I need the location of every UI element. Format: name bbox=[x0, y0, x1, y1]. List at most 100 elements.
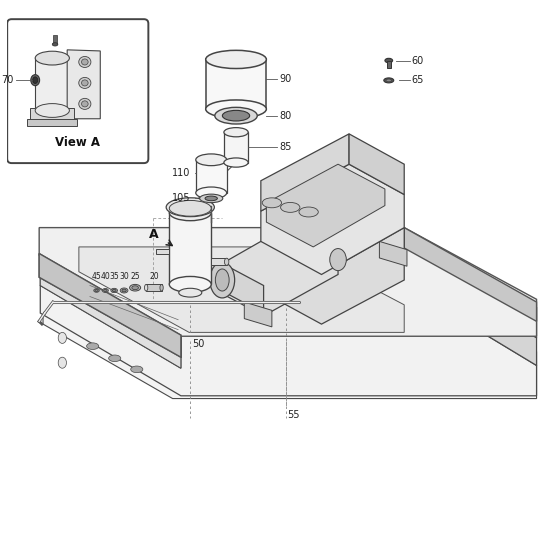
FancyBboxPatch shape bbox=[7, 19, 148, 163]
Polygon shape bbox=[404, 258, 536, 366]
Polygon shape bbox=[79, 247, 404, 333]
Text: View A: View A bbox=[55, 136, 100, 149]
Ellipse shape bbox=[199, 194, 223, 203]
Ellipse shape bbox=[120, 288, 128, 293]
Bar bbox=[386, 60, 391, 68]
Polygon shape bbox=[349, 134, 404, 194]
Polygon shape bbox=[404, 227, 536, 321]
Polygon shape bbox=[39, 254, 181, 357]
Ellipse shape bbox=[130, 366, 143, 372]
Polygon shape bbox=[39, 227, 536, 336]
Polygon shape bbox=[224, 132, 248, 162]
Text: 55: 55 bbox=[287, 409, 300, 419]
Ellipse shape bbox=[179, 288, 202, 297]
Ellipse shape bbox=[222, 110, 250, 121]
Ellipse shape bbox=[32, 77, 38, 83]
Polygon shape bbox=[40, 239, 536, 338]
Ellipse shape bbox=[299, 207, 318, 217]
Ellipse shape bbox=[132, 286, 138, 290]
Bar bbox=[211, 259, 227, 265]
Ellipse shape bbox=[82, 59, 88, 65]
Ellipse shape bbox=[87, 343, 99, 349]
Text: 60: 60 bbox=[412, 55, 423, 66]
Ellipse shape bbox=[35, 104, 69, 118]
Ellipse shape bbox=[224, 128, 248, 137]
Bar bbox=[53, 35, 57, 44]
Ellipse shape bbox=[160, 284, 164, 291]
Text: 70: 70 bbox=[2, 75, 14, 85]
Text: A: A bbox=[149, 228, 158, 241]
Ellipse shape bbox=[216, 269, 229, 291]
Ellipse shape bbox=[196, 154, 227, 166]
Ellipse shape bbox=[58, 357, 67, 368]
Ellipse shape bbox=[82, 80, 88, 86]
Ellipse shape bbox=[102, 288, 109, 292]
Text: 45: 45 bbox=[92, 272, 101, 281]
Bar bbox=[30, 108, 74, 122]
Ellipse shape bbox=[205, 196, 217, 200]
Bar bbox=[156, 249, 169, 254]
Ellipse shape bbox=[386, 79, 391, 82]
Text: 105: 105 bbox=[172, 193, 191, 203]
Ellipse shape bbox=[169, 205, 211, 221]
Text: 25: 25 bbox=[130, 272, 140, 281]
Polygon shape bbox=[43, 280, 536, 399]
Text: 35: 35 bbox=[109, 272, 119, 281]
Polygon shape bbox=[261, 134, 349, 211]
Ellipse shape bbox=[129, 284, 141, 291]
Ellipse shape bbox=[31, 74, 40, 86]
Polygon shape bbox=[267, 164, 385, 247]
Text: 50: 50 bbox=[193, 339, 205, 349]
Bar bbox=[35, 58, 69, 110]
Ellipse shape bbox=[104, 290, 107, 292]
Bar bbox=[146, 284, 162, 291]
Ellipse shape bbox=[82, 101, 88, 107]
Text: 110: 110 bbox=[172, 168, 191, 178]
Ellipse shape bbox=[113, 290, 116, 292]
Ellipse shape bbox=[225, 258, 229, 265]
Ellipse shape bbox=[94, 289, 99, 292]
Polygon shape bbox=[222, 263, 264, 313]
Ellipse shape bbox=[58, 333, 67, 343]
Ellipse shape bbox=[166, 198, 214, 217]
Ellipse shape bbox=[330, 249, 346, 270]
Polygon shape bbox=[261, 164, 404, 274]
Ellipse shape bbox=[385, 58, 393, 63]
Ellipse shape bbox=[122, 289, 126, 292]
Ellipse shape bbox=[215, 108, 257, 124]
Polygon shape bbox=[40, 258, 181, 368]
Ellipse shape bbox=[95, 290, 98, 291]
Text: 30: 30 bbox=[119, 272, 129, 281]
Ellipse shape bbox=[79, 99, 91, 109]
Ellipse shape bbox=[224, 158, 248, 167]
Text: 65: 65 bbox=[412, 76, 424, 85]
Polygon shape bbox=[244, 302, 272, 327]
Ellipse shape bbox=[79, 57, 91, 68]
Ellipse shape bbox=[169, 200, 211, 216]
Polygon shape bbox=[196, 160, 227, 193]
Ellipse shape bbox=[262, 198, 282, 208]
Ellipse shape bbox=[144, 284, 148, 291]
Polygon shape bbox=[39, 254, 181, 357]
Ellipse shape bbox=[169, 277, 211, 292]
Text: 80: 80 bbox=[279, 111, 292, 120]
Ellipse shape bbox=[281, 202, 300, 212]
Polygon shape bbox=[222, 241, 338, 316]
Polygon shape bbox=[261, 227, 404, 324]
Polygon shape bbox=[169, 213, 211, 284]
Ellipse shape bbox=[384, 78, 394, 83]
Polygon shape bbox=[40, 269, 181, 368]
Ellipse shape bbox=[196, 187, 227, 199]
Ellipse shape bbox=[210, 262, 235, 298]
Ellipse shape bbox=[79, 77, 91, 88]
Polygon shape bbox=[379, 241, 407, 266]
Ellipse shape bbox=[52, 43, 58, 46]
Text: 40: 40 bbox=[100, 272, 110, 281]
Polygon shape bbox=[40, 286, 536, 396]
Ellipse shape bbox=[109, 355, 121, 362]
Ellipse shape bbox=[206, 50, 267, 68]
Text: 20: 20 bbox=[149, 272, 158, 281]
Polygon shape bbox=[206, 59, 267, 109]
Text: 85: 85 bbox=[279, 142, 292, 152]
Polygon shape bbox=[67, 50, 100, 119]
